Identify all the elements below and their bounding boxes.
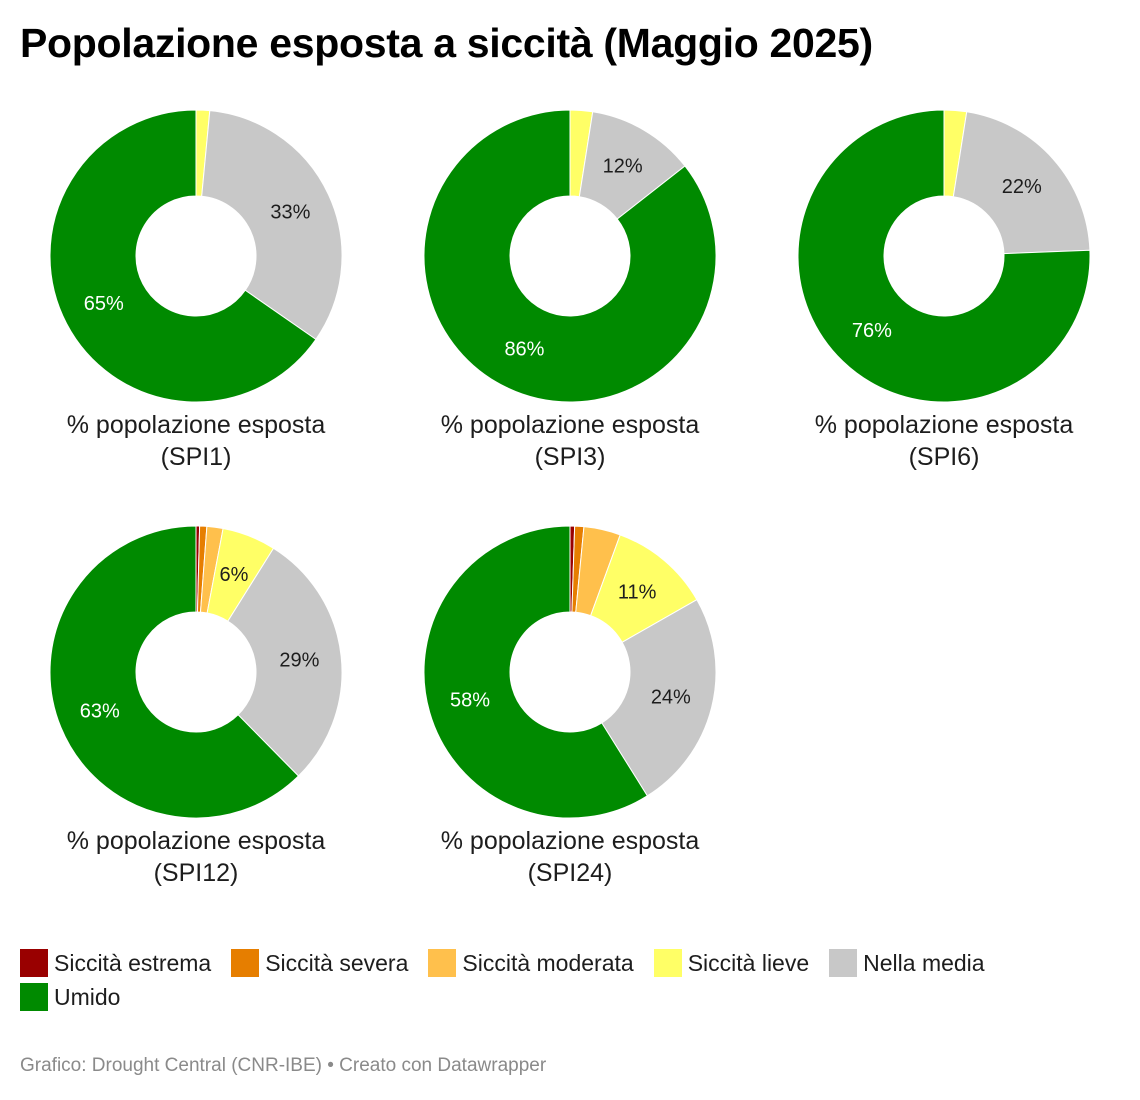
donut-slice-nella-media [952,111,1091,255]
donut-svg: 11% 24% 58% [423,525,717,819]
legend-item: Nella media [829,949,985,977]
caption-line-1: % popolazione esposta [66,411,326,439]
legend-swatch [20,983,48,1011]
slice-label: 22% [1002,176,1042,198]
donut-svg: 33% 65% [49,109,343,403]
donut-slice-nella-media [227,547,343,777]
legend-swatch [20,949,48,977]
donut-svg: 12% 86% [423,109,717,403]
legend-item: Siccità lieve [653,949,810,977]
slice-label: 63% [80,700,120,722]
legend-item: Umido [20,983,120,1011]
legend-item: Siccità severa [231,949,408,977]
legend-label: Siccità moderata [462,949,634,976]
slice-label: 76% [852,320,892,342]
chart-caption: % popolazione esposta (SPI24) [384,825,756,889]
caption-line-1: % popolazione esposta [814,411,1074,439]
slice-label: 65% [84,293,124,315]
donut-slice-umido [423,525,649,819]
donut-chart-spi1: 33% 65% % popolazione esposta (SPI1) [10,104,382,473]
source-credit: Grafico: Drought Central (CNR-IBE) • Cre… [20,1055,547,1076]
legend-item: Siccità moderata [428,949,634,977]
legend-label: Siccità severa [265,949,409,976]
donut-chart-spi12: 6% 29% 63% % popolazione esposta (SPI12) [10,520,382,889]
chart-caption: % popolazione esposta (SPI3) [384,409,756,473]
chart-caption: % popolazione esposta (SPI12) [10,825,382,889]
legend-swatch [231,949,260,977]
chart-caption: % popolazione esposta (SPI6) [758,409,1130,473]
donut-chart-spi6: 22% 76% % popolazione esposta (SPI6) [758,104,1130,473]
caption-line-2: (SPI1) [160,443,232,471]
legend-swatch [829,949,858,977]
slice-label: 33% [270,201,310,223]
caption-line-1: % popolazione esposta [440,411,700,439]
legend-item: Siccità estrema [20,949,211,977]
legend: Siccità estrema Siccità severa Siccità m… [20,946,1120,1014]
donut-chart-spi24: 11% 24% 58% % popolazione esposta (SPI24) [384,520,756,889]
caption-line-2: (SPI12) [153,859,239,887]
slice-label: 12% [603,155,643,177]
donut-chart-spi3: 12% 86% % popolazione esposta (SPI3) [384,104,756,473]
donut-svg: 22% 76% [797,109,1091,403]
chart-title: Popolazione esposta a siccità (Maggio 20… [20,20,873,66]
caption-line-1: % popolazione esposta [440,827,700,855]
legend-swatch [428,949,457,977]
legend-label: Siccità estrema [54,949,212,976]
donut-slice-umido [797,109,1091,403]
legend-label: Nella media [863,949,985,976]
donut-slice-nella-media [601,598,717,797]
legend-row: Siccità estrema Siccità severa Siccità m… [20,946,1120,980]
legend-label: Siccità lieve [687,949,810,976]
legend-swatch [653,949,682,977]
slice-label: 86% [504,338,544,360]
legend-label: Umido [54,983,121,1010]
slice-label: 11% [618,582,657,604]
donut-svg: 6% 29% 63% [49,525,343,819]
donut-slice-nella-media [201,110,343,341]
slice-label: 29% [279,650,319,672]
donut-slice-umido [49,525,300,819]
caption-line-2: (SPI6) [908,443,980,471]
chart-caption: % popolazione esposta (SPI1) [10,409,382,473]
caption-line-2: (SPI3) [534,443,606,471]
legend-row: Umido [20,980,1120,1014]
caption-line-1: % popolazione esposta [66,827,326,855]
slice-label: 58% [450,690,490,712]
slice-label: 6% [219,564,248,586]
donut-slice-umido [49,109,317,403]
donut-slice-umido [423,109,717,403]
caption-line-2: (SPI24) [527,859,613,887]
slice-label: 24% [651,686,691,708]
